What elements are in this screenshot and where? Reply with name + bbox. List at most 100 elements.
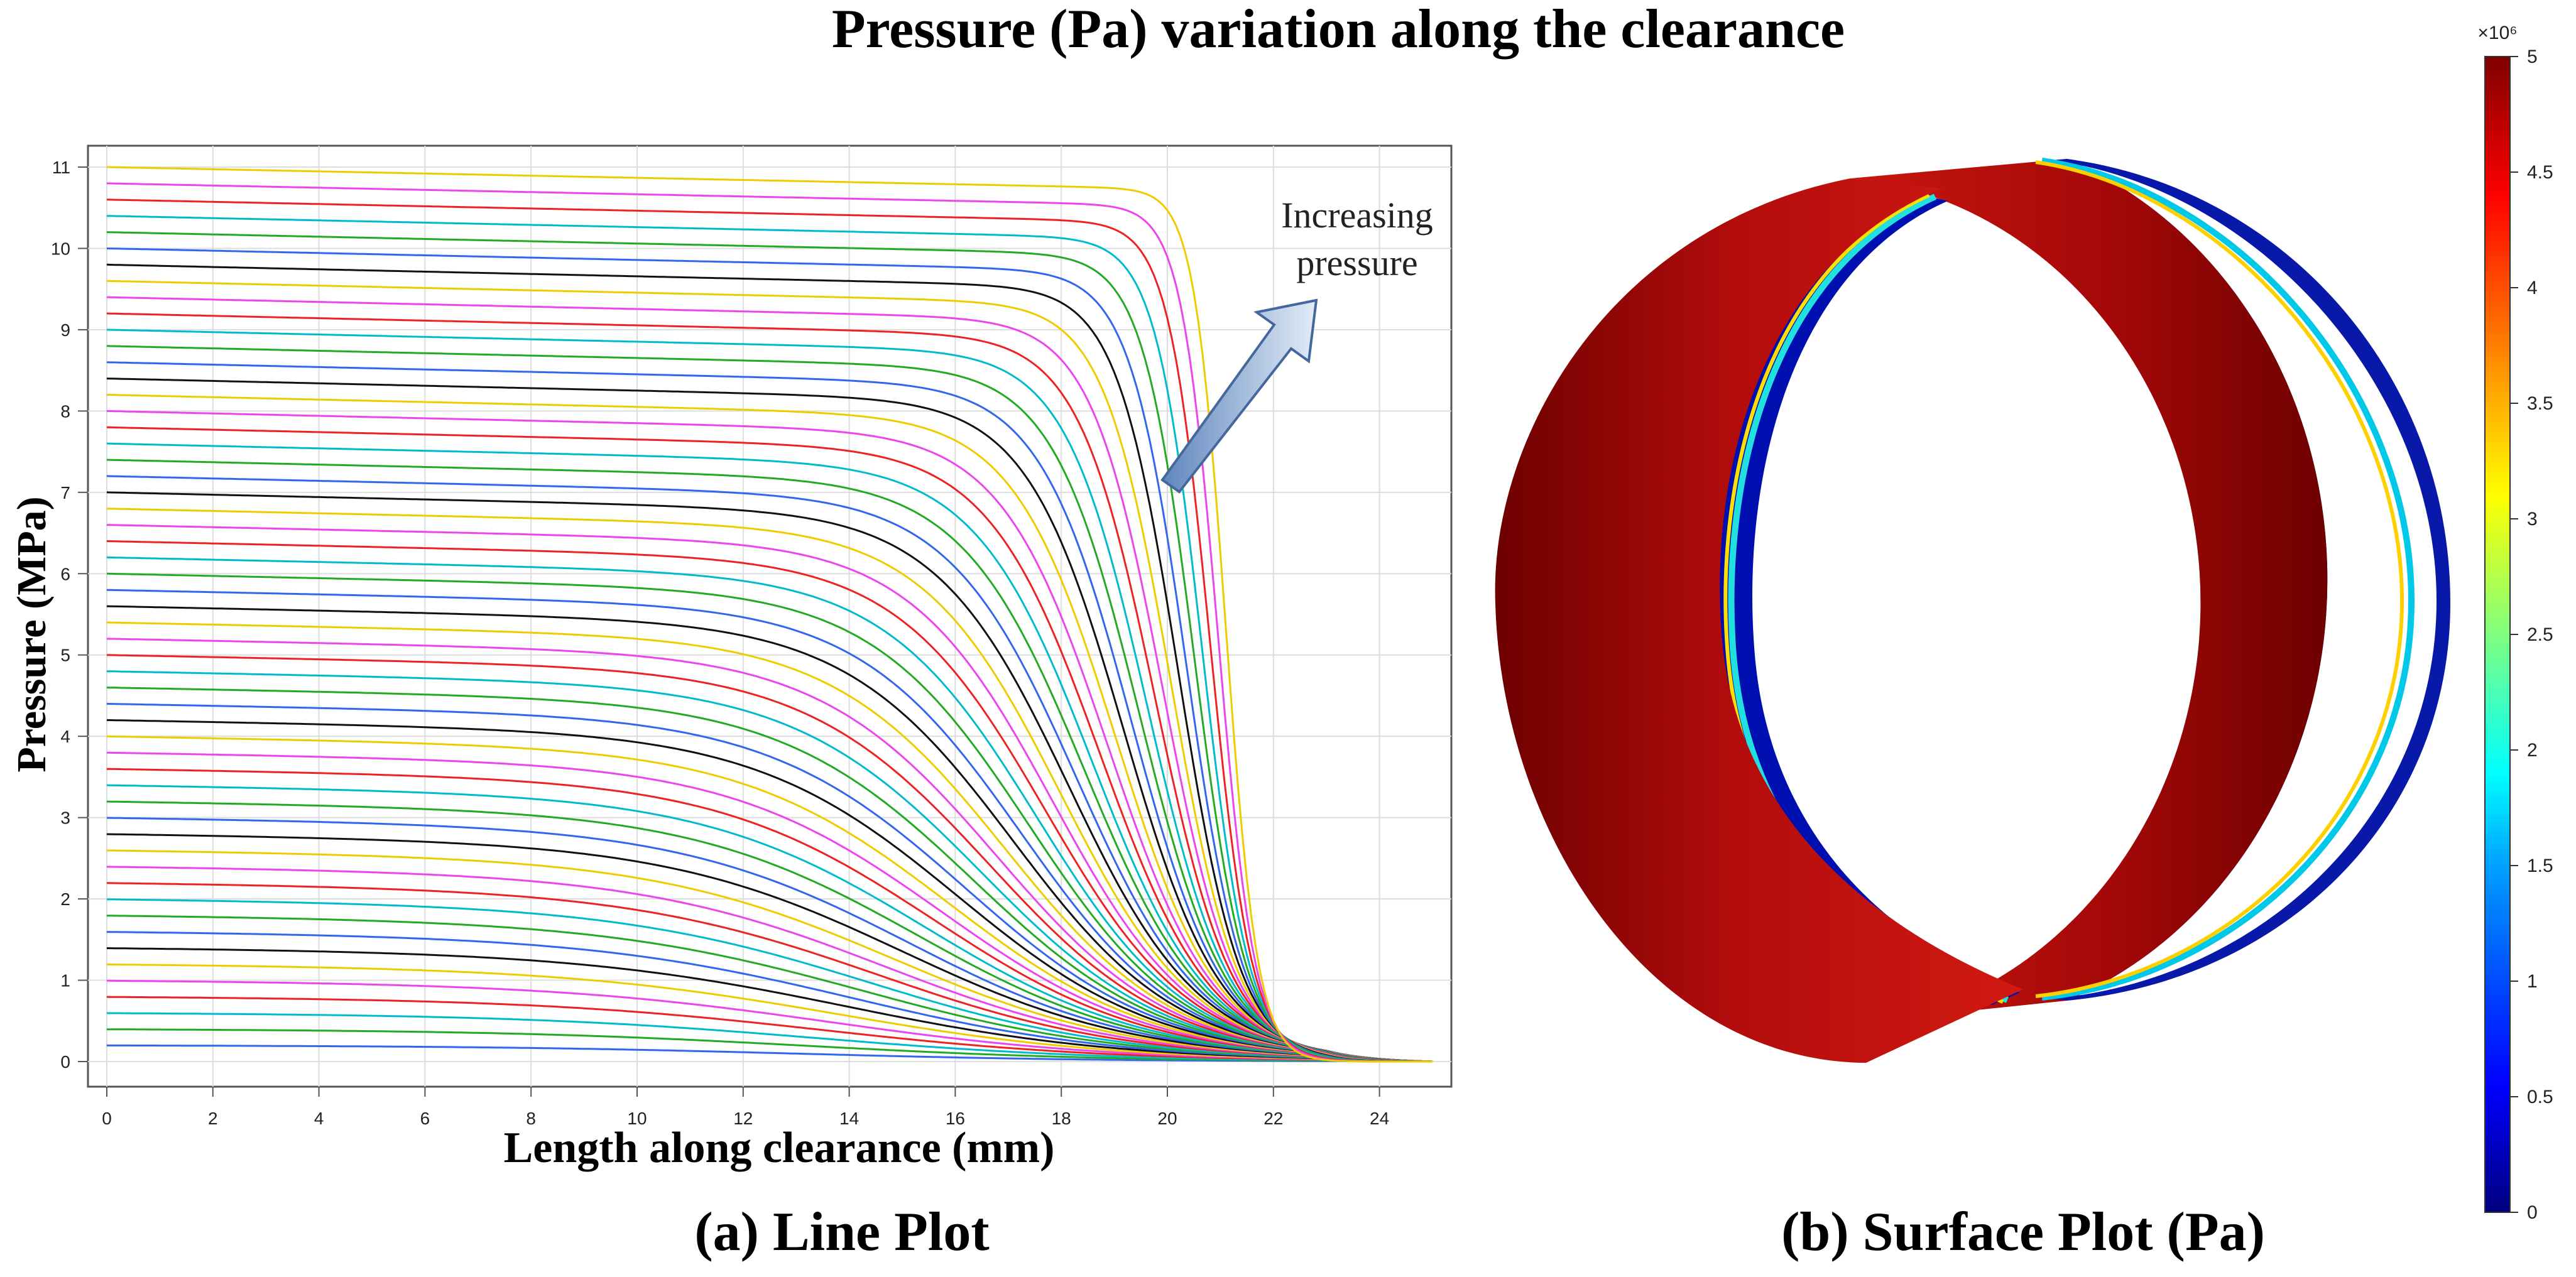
pressure-curve: [106, 231, 1433, 1063]
surface-plot-caption: (b) Surface Plot (Pa): [1781, 1202, 2265, 1263]
colorbar-tick-label: 1: [2527, 971, 2538, 992]
pressure-curve: [106, 508, 1433, 1063]
pressure-curve: [106, 687, 1433, 1063]
y-tick-label: 4: [60, 727, 70, 746]
y-tick-label: 2: [60, 889, 70, 909]
pressure-curve: [106, 312, 1433, 1063]
x-tick-label: 20: [1157, 1109, 1177, 1128]
pressure-curve: [107, 1028, 1433, 1063]
pressure-curve: [106, 768, 1433, 1063]
pressure-curve: [106, 817, 1433, 1063]
y-tick-label: 0: [60, 1052, 70, 1072]
pressure-curve: [106, 182, 1433, 1063]
colorbar-tick-label: 3: [2527, 509, 2538, 530]
x-axis-label: Length along clearance (mm): [504, 1124, 1055, 1172]
pressure-curve: [106, 654, 1433, 1063]
y-tick-label: 3: [60, 808, 70, 828]
pressure-curve: [106, 361, 1433, 1063]
pressure-curve: [106, 670, 1433, 1063]
colorbar-tick-label: 5: [2527, 46, 2538, 67]
pressure-curve: [106, 719, 1433, 1063]
increasing-pressure-arrow: [1160, 298, 1318, 494]
pressure-curve: [106, 491, 1433, 1063]
pressure-curve: [106, 703, 1433, 1063]
y-tick-label: 7: [60, 483, 70, 503]
pressure-curve: [106, 540, 1433, 1063]
pressure-curve: [106, 394, 1433, 1063]
pressure-curve: [106, 280, 1433, 1063]
pressure-curve: [106, 329, 1433, 1063]
pressure-curve: [106, 963, 1433, 1063]
y-axis-ticks: 0 1 2 3 4 5 6 7 8 9 10 11: [51, 158, 88, 1072]
colorbar-tick-label: 4.5: [2527, 162, 2553, 183]
colorbar-tick-label: 4: [2527, 278, 2538, 298]
pressure-curve: [106, 849, 1433, 1063]
x-tick-label: 6: [420, 1109, 430, 1128]
plot-area: [87, 144, 1453, 1088]
pressure-curve: [106, 296, 1433, 1063]
y-tick-label: 8: [60, 401, 70, 421]
pressure-curve: [106, 1012, 1433, 1063]
x-tick-label: 10: [627, 1109, 647, 1128]
x-tick-label: 4: [314, 1109, 324, 1128]
colorbar-ticks: 0 0.5 1 1.5 2 2.5 3 3.5 4 4.5 5: [2510, 46, 2553, 1223]
y-axis-label: Pressure (MPa): [9, 496, 55, 772]
pressure-curve: [106, 524, 1433, 1063]
pressure-curve: [106, 882, 1433, 1063]
pressure-curve: [106, 215, 1433, 1063]
back-face: [1850, 159, 2328, 1018]
surface-plot: ×10⁶ 0 0.5 1 1.5 2 2.5 3 3.5 4 4.5 5 (b) Surface P…: [1495, 23, 2553, 1263]
x-tick-label: 18: [1052, 1109, 1071, 1128]
pressure-curve: [106, 833, 1433, 1063]
series-lines: [106, 166, 1433, 1063]
pressure-curve: [106, 621, 1433, 1063]
pressure-curve: [107, 898, 1433, 1063]
pressure-curve: [106, 475, 1433, 1063]
colorbar-tick-label: 0.5: [2527, 1087, 2553, 1107]
pressure-curve: [106, 459, 1433, 1063]
x-tick-label: 12: [733, 1109, 753, 1128]
pressure-curve: [106, 931, 1433, 1063]
y-tick-label: 6: [60, 564, 70, 584]
x-tick-label: 14: [839, 1109, 859, 1128]
pressure-curve: [107, 1044, 1433, 1063]
colorbar-multiplier: ×10⁶: [2477, 23, 2517, 43]
pressure-curve: [106, 442, 1433, 1063]
colorbar-tick-label: 2.5: [2527, 624, 2553, 645]
line-plot-caption: (a) Line Plot: [694, 1202, 989, 1263]
pressure-curve: [106, 605, 1433, 1063]
pressure-curve: [106, 263, 1433, 1063]
pressure-curve: [106, 800, 1433, 1063]
pressure-curve: [106, 784, 1433, 1063]
x-tick-label: 8: [526, 1109, 536, 1128]
x-tick-label: 0: [102, 1109, 112, 1128]
pressure-curve: [106, 996, 1433, 1063]
pressure-curve: [106, 915, 1433, 1063]
pressure-curve: [106, 378, 1433, 1063]
y-tick-label: 11: [52, 158, 70, 177]
pressure-curve: [106, 735, 1433, 1063]
y-tick-label: 1: [60, 971, 70, 991]
y-tick-label: 9: [60, 320, 70, 340]
pressure-curve: [106, 947, 1433, 1063]
x-tick-label: 24: [1370, 1109, 1389, 1128]
pressure-curve: [106, 589, 1433, 1063]
pressure-curve: [107, 979, 1433, 1063]
colorbar-tick-label: 3.5: [2527, 393, 2553, 414]
colorbar-tick-label: 0: [2527, 1202, 2538, 1223]
pressure-curve: [106, 638, 1433, 1063]
x-tick-label: 2: [208, 1109, 218, 1128]
left-inner-band: [1707, 193, 2020, 1005]
pressure-curve: [106, 751, 1433, 1063]
pressure-curve: [106, 556, 1433, 1063]
x-axis-ticks: 0 2 4 6 8 10 12 14 16 18 20 22 24: [102, 1087, 1389, 1128]
annotation-line-2: pressure: [1296, 242, 1417, 283]
front-outer-face: [1495, 178, 2023, 1063]
x-tick-label: 16: [946, 1109, 965, 1128]
pressure-curve: [106, 345, 1433, 1063]
pressure-curve: [106, 426, 1433, 1063]
pressure-curve: [106, 198, 1433, 1063]
pressure-curve: [106, 572, 1433, 1063]
